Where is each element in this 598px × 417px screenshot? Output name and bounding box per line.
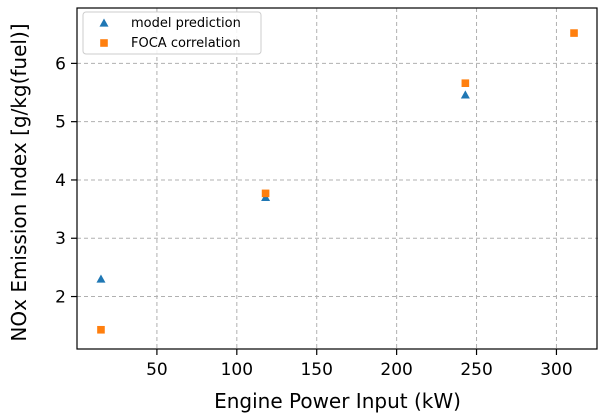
- x-tick-label: 50: [146, 360, 168, 380]
- legend-box: [82, 11, 262, 55]
- foca-correlation-point: [461, 79, 470, 87]
- data-points: [96, 29, 578, 334]
- y-tick-label: 2: [55, 288, 66, 308]
- y-tick-label: 6: [55, 54, 66, 74]
- model-prediction-point: [96, 274, 106, 283]
- legend-label: model prediction: [131, 16, 241, 31]
- x-axis-label: Engine Power Input (kW): [214, 389, 461, 413]
- model-prediction-point: [460, 90, 470, 99]
- legend-label: FOCA correlation: [131, 36, 241, 51]
- grid-lines: [77, 8, 598, 349]
- axis-ticks: 50 100 150 200 250 300 2 3 4 5 6: [55, 54, 573, 380]
- foca-correlation-point: [261, 189, 270, 198]
- y-tick-label: 5: [55, 113, 66, 133]
- legend-square-marker: [100, 39, 108, 47]
- foca-correlation-point: [570, 29, 578, 37]
- foca-correlation-point: [97, 325, 105, 334]
- x-tick-label: 100: [221, 360, 253, 380]
- y-axis-label: NOx Emission Index [g/kg(fuel)]: [7, 23, 31, 341]
- legend: model prediction FOCA correlation: [82, 11, 262, 55]
- legend-triangle-marker: [99, 18, 109, 27]
- x-tick-label: 150: [300, 360, 332, 380]
- y-tick-label: 3: [55, 229, 66, 249]
- x-tick-label: 250: [460, 360, 492, 380]
- x-tick-label: 200: [380, 360, 412, 380]
- x-tick-label: 300: [540, 360, 572, 380]
- plot-frame: [76, 7, 598, 350]
- y-tick-label: 4: [55, 171, 66, 191]
